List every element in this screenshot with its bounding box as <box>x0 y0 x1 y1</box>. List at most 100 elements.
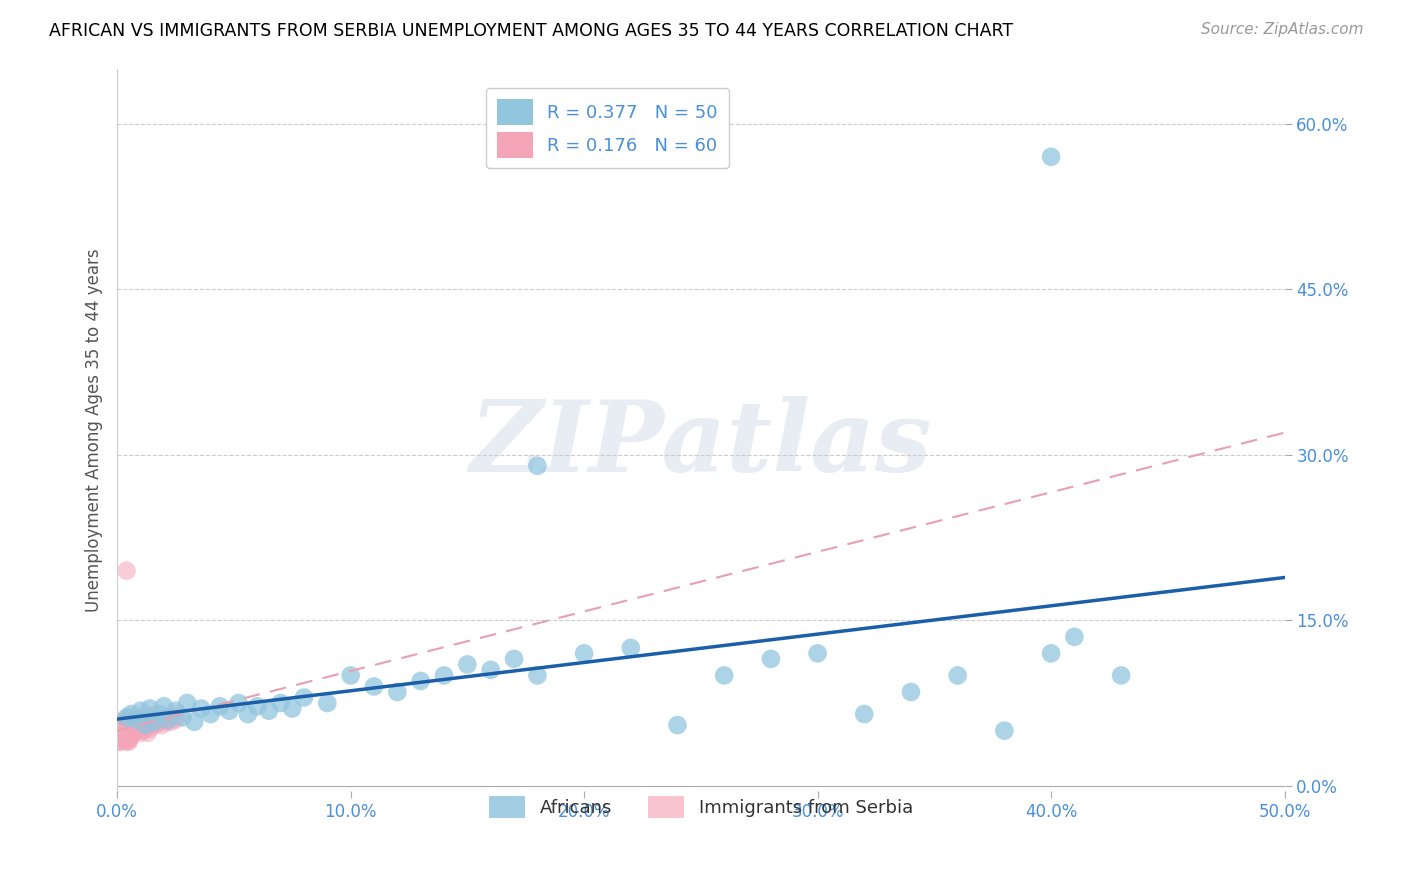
Africans <box>176 696 198 710</box>
Immigrants from Serbia <box>139 722 162 736</box>
Immigrants from Serbia <box>148 714 170 729</box>
Immigrants from Serbia <box>120 729 142 743</box>
Africans <box>200 707 222 722</box>
Immigrants from Serbia <box>112 729 135 743</box>
Y-axis label: Unemployment Among Ages 35 to 44 years: Unemployment Among Ages 35 to 44 years <box>86 248 103 612</box>
Africans <box>456 657 478 672</box>
Immigrants from Serbia <box>127 714 149 729</box>
Immigrants from Serbia <box>111 726 134 740</box>
Immigrants from Serbia <box>136 718 159 732</box>
Africans <box>409 673 432 688</box>
Africans <box>139 701 162 715</box>
Africans <box>1109 668 1132 682</box>
Immigrants from Serbia <box>111 726 134 740</box>
Immigrants from Serbia <box>157 710 180 724</box>
Africans <box>148 707 170 722</box>
Immigrants from Serbia <box>136 726 159 740</box>
Immigrants from Serbia <box>118 734 141 748</box>
Africans <box>387 685 409 699</box>
Africans <box>1040 646 1063 660</box>
Immigrants from Serbia <box>120 714 142 729</box>
Immigrants from Serbia <box>115 719 138 733</box>
Immigrants from Serbia <box>146 713 169 727</box>
Africans <box>572 646 595 660</box>
Immigrants from Serbia <box>111 718 134 732</box>
Africans <box>190 701 212 715</box>
Africans <box>143 714 166 729</box>
Africans <box>153 699 176 714</box>
Immigrants from Serbia <box>112 714 135 729</box>
Africans <box>806 646 828 660</box>
Africans <box>183 714 205 729</box>
Immigrants from Serbia <box>120 722 142 736</box>
Africans <box>1063 630 1085 644</box>
Africans <box>526 668 548 682</box>
Immigrants from Serbia <box>108 718 131 732</box>
Africans <box>526 458 548 473</box>
Africans <box>1040 150 1063 164</box>
Immigrants from Serbia <box>111 732 134 747</box>
Africans <box>165 704 187 718</box>
Immigrants from Serbia <box>108 734 131 748</box>
Africans <box>218 704 240 718</box>
Africans <box>246 699 269 714</box>
Immigrants from Serbia <box>120 729 142 743</box>
Africans <box>228 696 250 710</box>
Africans <box>257 704 280 718</box>
Africans <box>363 680 385 694</box>
Text: Source: ZipAtlas.com: Source: ZipAtlas.com <box>1201 22 1364 37</box>
Africans <box>134 718 156 732</box>
Immigrants from Serbia <box>134 714 156 729</box>
Africans <box>993 723 1015 738</box>
Immigrants from Serbia <box>132 723 155 738</box>
Africans <box>292 690 315 705</box>
Immigrants from Serbia <box>118 723 141 738</box>
Africans <box>208 699 231 714</box>
Africans <box>433 668 456 682</box>
Immigrants from Serbia <box>127 722 149 736</box>
Africans <box>125 713 148 727</box>
Immigrants from Serbia <box>132 715 155 730</box>
Immigrants from Serbia <box>115 713 138 727</box>
Africans <box>157 713 180 727</box>
Immigrants from Serbia <box>122 718 145 732</box>
Immigrants from Serbia <box>115 730 138 744</box>
Africans <box>759 652 782 666</box>
Immigrants from Serbia <box>118 717 141 731</box>
Africans <box>853 707 876 722</box>
Immigrants from Serbia <box>115 564 138 578</box>
Africans <box>236 707 259 722</box>
Africans <box>666 718 689 732</box>
Africans <box>281 701 304 715</box>
Immigrants from Serbia <box>115 734 138 748</box>
Immigrants from Serbia <box>129 718 152 732</box>
Immigrants from Serbia <box>160 714 183 729</box>
Africans <box>120 707 142 722</box>
Africans <box>620 640 643 655</box>
Immigrants from Serbia <box>115 726 138 740</box>
Immigrants from Serbia <box>112 722 135 736</box>
Immigrants from Serbia <box>112 732 135 747</box>
Immigrants from Serbia <box>111 730 134 744</box>
Immigrants from Serbia <box>141 708 163 723</box>
Immigrants from Serbia <box>134 722 156 736</box>
Immigrants from Serbia <box>118 732 141 747</box>
Africans <box>900 685 922 699</box>
Text: AFRICAN VS IMMIGRANTS FROM SERBIA UNEMPLOYMENT AMONG AGES 35 TO 44 YEARS CORRELA: AFRICAN VS IMMIGRANTS FROM SERBIA UNEMPL… <box>49 22 1014 40</box>
Immigrants from Serbia <box>165 713 187 727</box>
Immigrants from Serbia <box>125 717 148 731</box>
Immigrants from Serbia <box>118 710 141 724</box>
Africans <box>115 710 138 724</box>
Immigrants from Serbia <box>122 713 145 727</box>
Immigrants from Serbia <box>167 707 190 722</box>
Immigrants from Serbia <box>143 718 166 732</box>
Immigrants from Serbia <box>108 723 131 738</box>
Africans <box>129 704 152 718</box>
Immigrants from Serbia <box>155 714 177 729</box>
Immigrants from Serbia <box>129 726 152 740</box>
Immigrants from Serbia <box>112 728 135 742</box>
Immigrants from Serbia <box>153 713 176 727</box>
Immigrants from Serbia <box>118 732 141 747</box>
Africans <box>503 652 526 666</box>
Immigrants from Serbia <box>108 734 131 748</box>
